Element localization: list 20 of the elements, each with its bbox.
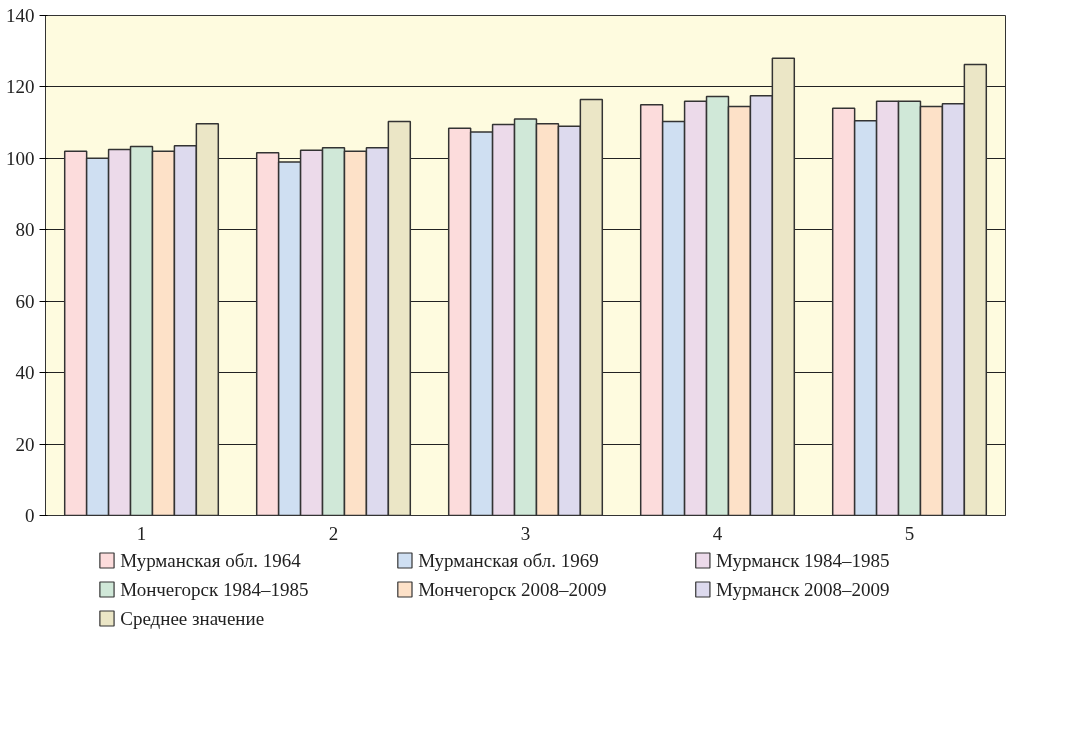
legend-label: Мурманская обл. 1964 <box>120 550 302 571</box>
y-tick-label: 0 <box>25 505 35 526</box>
y-tick-label: 120 <box>6 76 35 98</box>
legend-label: Мурманская обл. 1969 <box>418 550 599 571</box>
legend-label: Мурманск 2008–2009 <box>716 579 890 600</box>
x-tick-label: 4 <box>712 522 723 544</box>
legend-label: Мурманск 1984–1985 <box>716 550 890 571</box>
x-tick-label: 1 <box>136 522 147 544</box>
x-tick-label: 2 <box>328 522 339 544</box>
y-tick-label: 40 <box>15 362 35 384</box>
legend-label: Мончегорск 2008–2009 <box>418 579 607 600</box>
y-tick-label: 20 <box>15 433 35 455</box>
x-tick-label: 3 <box>520 522 531 544</box>
y-tick-label: 140 <box>6 5 35 26</box>
y-tick-label: 60 <box>15 290 35 312</box>
y-tick-label: 100 <box>6 147 35 169</box>
y-tick-label: 80 <box>15 219 35 241</box>
legend-label: Мончегорск 1984–1985 <box>120 579 309 600</box>
x-tick-label: 5 <box>904 522 915 544</box>
legend-label: Среднее значение <box>120 608 265 629</box>
